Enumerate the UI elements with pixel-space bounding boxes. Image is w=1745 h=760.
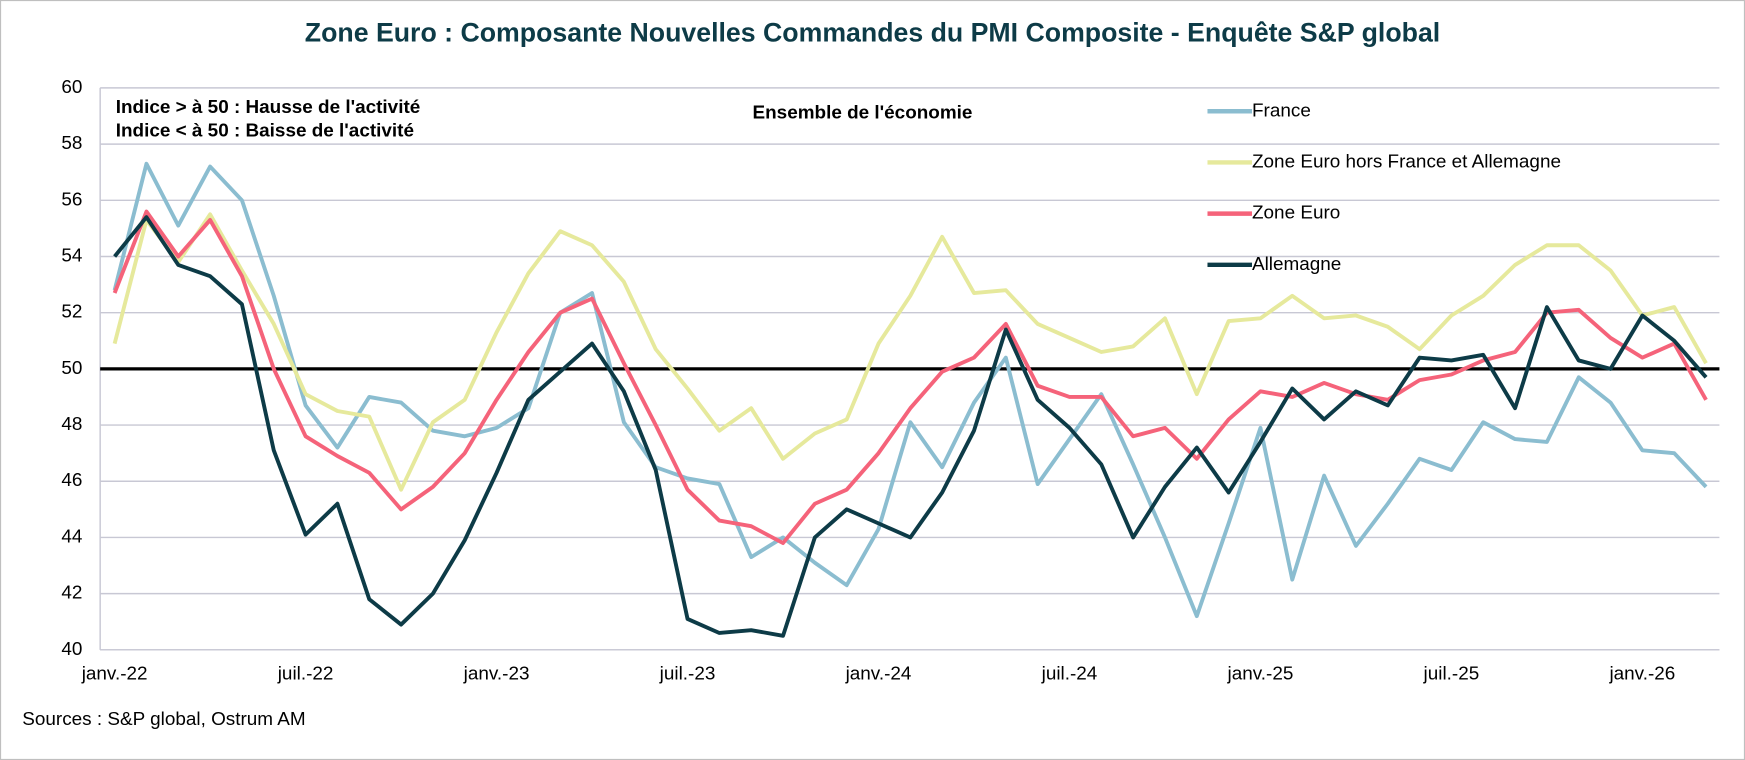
legend-label: Zone Euro hors France et Allemagne (1252, 151, 1561, 172)
y-tick-label: 54 (61, 245, 82, 266)
source: Sources : S&P global, Ostrum AM (22, 709, 305, 730)
y-tick-label: 46 (61, 470, 82, 491)
subtitle: Ensemble de l'économie (753, 102, 973, 123)
chart-title: Zone Euro : Composante Nouvelles Command… (305, 18, 1440, 48)
y-tick-label: 44 (61, 526, 82, 547)
x-tick-label: juil.-25 (1423, 663, 1480, 684)
y-tick-label: 52 (61, 302, 82, 323)
x-tick-label: juil.-22 (277, 663, 334, 684)
x-tick-label: juil.-23 (659, 663, 716, 684)
x-tick-label: janv.-23 (463, 663, 530, 684)
y-tick-label: 50 (61, 358, 82, 379)
y-tick-label: 40 (61, 639, 82, 660)
legend-label: Zone Euro (1252, 203, 1340, 224)
y-tick-label: 48 (61, 414, 82, 435)
y-tick-label: 58 (61, 133, 82, 154)
series-line (112, 209, 1708, 546)
y-tick-label: 42 (61, 583, 82, 604)
x-tick-label: janv.-24 (845, 663, 912, 684)
x-tick-label: janv.-26 (1608, 663, 1675, 684)
x-tick-label: juil.-24 (1041, 663, 1098, 684)
annotation: Indice > à 50 : Hausse de l'activité (116, 97, 421, 118)
legend-label: France (1252, 100, 1311, 121)
legend-label: Allemagne (1252, 254, 1341, 275)
x-tick-label: janv.-22 (81, 663, 148, 684)
annotation: Indice < à 50 : Baisse de l'activité (116, 120, 414, 141)
y-tick-label: 56 (61, 189, 82, 210)
series-line (112, 161, 1708, 619)
series-line (112, 212, 1708, 492)
y-tick-label: 60 (61, 77, 82, 98)
series-line (113, 215, 1708, 638)
x-tick-label: janv.-25 (1227, 663, 1294, 684)
